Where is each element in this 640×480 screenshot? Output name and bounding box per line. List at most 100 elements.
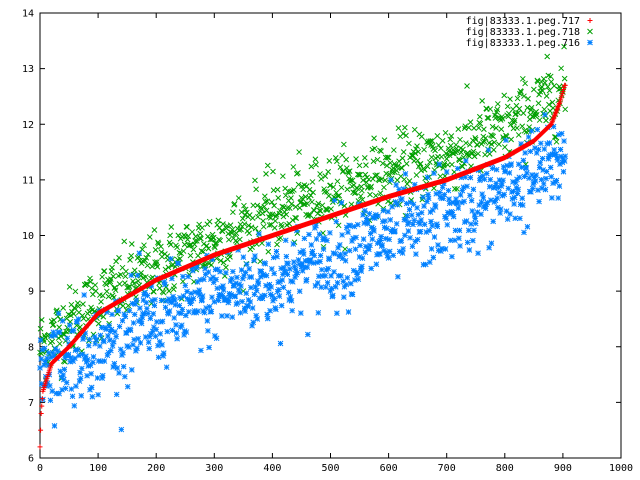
star-marker-d2 (337, 251, 344, 258)
x-marker-b (181, 241, 188, 248)
star-marker-d2 (60, 376, 67, 383)
x-marker-b (381, 137, 388, 143)
x-marker-b (343, 165, 350, 171)
x-marker-b (319, 202, 326, 209)
star-marker-d2 (171, 297, 178, 303)
x-marker-b (487, 106, 494, 112)
star-marker-d2 (51, 352, 57, 359)
star-marker-d2 (122, 313, 129, 320)
x-marker-b (332, 155, 339, 161)
x-marker-b (311, 207, 318, 214)
star-marker-d2 (345, 229, 351, 236)
x-marker-b (66, 283, 73, 290)
x-marker-b (252, 225, 259, 232)
star-marker-d2 (408, 212, 415, 219)
x-marker-b (141, 242, 147, 249)
star-marker-d2 (37, 365, 43, 371)
star-marker-d2 (204, 318, 211, 324)
x-marker-b (417, 160, 424, 167)
x-marker-b (198, 235, 204, 242)
star-marker-d2 (83, 353, 89, 360)
x-marker-b (561, 75, 568, 82)
x-marker-b (499, 115, 506, 122)
x-marker-b (429, 137, 436, 144)
x-marker-b (98, 298, 104, 305)
star-marker-d2 (445, 187, 452, 194)
star-marker-d2 (326, 256, 333, 263)
y-tick-label: 7 (28, 398, 34, 409)
star-marker-d2 (271, 295, 278, 302)
x-marker-b (413, 146, 419, 152)
star-marker-d2 (402, 232, 408, 239)
x-marker-b (361, 155, 368, 161)
star-marker-d2 (301, 235, 308, 242)
x-marker-b (133, 294, 139, 300)
star-marker-d2 (384, 225, 390, 232)
x-marker-b (378, 176, 385, 183)
star-marker-d2 (178, 310, 185, 317)
star-marker-d2 (143, 299, 150, 306)
x-marker-b (90, 331, 97, 338)
x-marker-b (283, 211, 290, 218)
star-marker-d2 (128, 272, 135, 279)
star-marker-d2 (78, 392, 85, 399)
star-marker-d2 (159, 342, 165, 348)
star-marker-d2 (311, 252, 318, 259)
x-marker-b (374, 172, 380, 178)
star-marker-d2 (344, 274, 351, 281)
x-marker-b (490, 146, 497, 153)
x-marker-b (457, 136, 463, 143)
x-marker-b (485, 115, 492, 121)
x-marker-b (305, 212, 312, 218)
x-marker-b (160, 289, 167, 296)
x-marker-b (264, 198, 271, 205)
star-marker-d2 (455, 205, 462, 211)
star-marker-d2 (381, 247, 387, 254)
star-marker-d2 (165, 311, 172, 317)
x-marker-b (187, 252, 194, 259)
x-marker-b (399, 155, 406, 162)
x-marker-b (123, 268, 129, 275)
star-marker-d2 (130, 341, 136, 348)
x-marker-b (99, 274, 106, 280)
x-marker-b (432, 147, 438, 154)
star-marker-d2 (432, 204, 439, 210)
star-marker-d2 (342, 257, 349, 264)
star-marker-d2 (406, 219, 412, 226)
x-marker-b (375, 200, 381, 207)
star-marker-d2 (469, 237, 476, 244)
x-marker-b (492, 112, 498, 119)
star-marker-d2 (375, 213, 381, 219)
star-marker-d2 (303, 276, 310, 283)
x-marker-b (317, 208, 324, 214)
x-marker-b (214, 221, 221, 228)
x-marker-b (154, 263, 161, 270)
x-marker-b (544, 53, 551, 60)
star-marker-d2 (249, 305, 256, 311)
x-marker-b (390, 147, 397, 153)
star-marker-d2 (464, 239, 471, 246)
x-marker-b (429, 143, 436, 149)
x-marker-b (241, 221, 248, 227)
star-marker-d2 (478, 199, 485, 206)
x-marker-b (562, 106, 569, 113)
star-marker-d2 (101, 338, 107, 345)
x-marker-b (371, 135, 377, 142)
x-marker-b (339, 152, 345, 159)
star-marker-d2 (235, 286, 242, 293)
x-marker-b (549, 99, 556, 106)
x-marker-b (357, 193, 364, 199)
star-marker-d2 (248, 274, 255, 280)
star-marker-d2 (480, 194, 487, 201)
x-marker-b (166, 239, 173, 246)
x-marker-b (306, 186, 313, 193)
x-marker-b (400, 130, 406, 137)
x-marker-b (524, 104, 531, 111)
star-marker-d2 (140, 297, 147, 303)
star-marker-d2 (431, 170, 437, 177)
star-marker-d2 (148, 283, 155, 290)
star-marker-d2 (290, 241, 297, 247)
star-marker-d2 (414, 236, 421, 243)
star-marker-d2 (454, 200, 461, 207)
star-marker-d2 (121, 311, 128, 318)
